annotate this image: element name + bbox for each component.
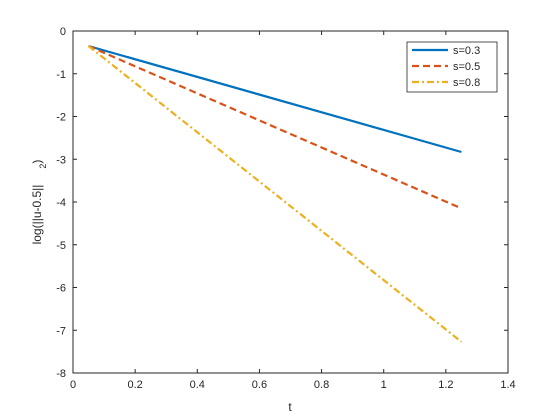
y-tick-label: 0 [60, 26, 66, 38]
legend-label: s=0.3 [453, 45, 480, 57]
x-tick-label: 0.4 [190, 379, 205, 391]
legend-label: s=0.8 [453, 77, 480, 89]
x-tick-label: 0.6 [252, 379, 267, 391]
y-tick-label: -8 [56, 368, 66, 380]
x-tick-label: 0 [70, 379, 76, 391]
y-tick-label: -2 [56, 112, 66, 124]
x-tick-label: 0.8 [314, 379, 329, 391]
series-group [87, 44, 463, 343]
series-line-s=0.8 [87, 45, 463, 343]
y-tick-label: -3 [56, 154, 66, 166]
y-tick-label: -7 [56, 325, 66, 337]
y-axis-label-close: ) [30, 160, 44, 164]
y-tick-label: -1 [56, 69, 66, 81]
legend: s=0.3 s=0.5 s=0.8 [406, 41, 498, 93]
svg-text:log(||u-0.5||2): log(||u-0.5|| 2) [30, 160, 48, 245]
y-axis-label-main: log(||u-0.5|| [30, 185, 44, 245]
x-axis-label: t [288, 400, 292, 414]
x-tick-label: 0.2 [127, 379, 142, 391]
legend-label: s=0.5 [453, 61, 480, 73]
x-tick-label: 1.2 [438, 379, 453, 391]
y-axis-label-subscript: 2 [38, 164, 48, 169]
x-tick-label: 1.4 [500, 379, 515, 391]
y-axis-ticks: 0 -1 -2 -3 -4 -5 -6 -7 -8 [56, 26, 508, 380]
y-tick-label: -4 [56, 197, 66, 209]
series-line-s=0.5 [88, 44, 462, 210]
x-axis-ticks: 0 0.2 0.4 0.6 0.8 1 1.2 1.4 [70, 31, 516, 391]
y-axis-label: log(||u-0.5|| 2) [30, 160, 48, 245]
x-tick-label: 1 [381, 379, 387, 391]
series-line-s=0.3 [88, 44, 462, 154]
y-tick-label: -5 [56, 240, 66, 252]
y-tick-label: -6 [56, 283, 66, 295]
